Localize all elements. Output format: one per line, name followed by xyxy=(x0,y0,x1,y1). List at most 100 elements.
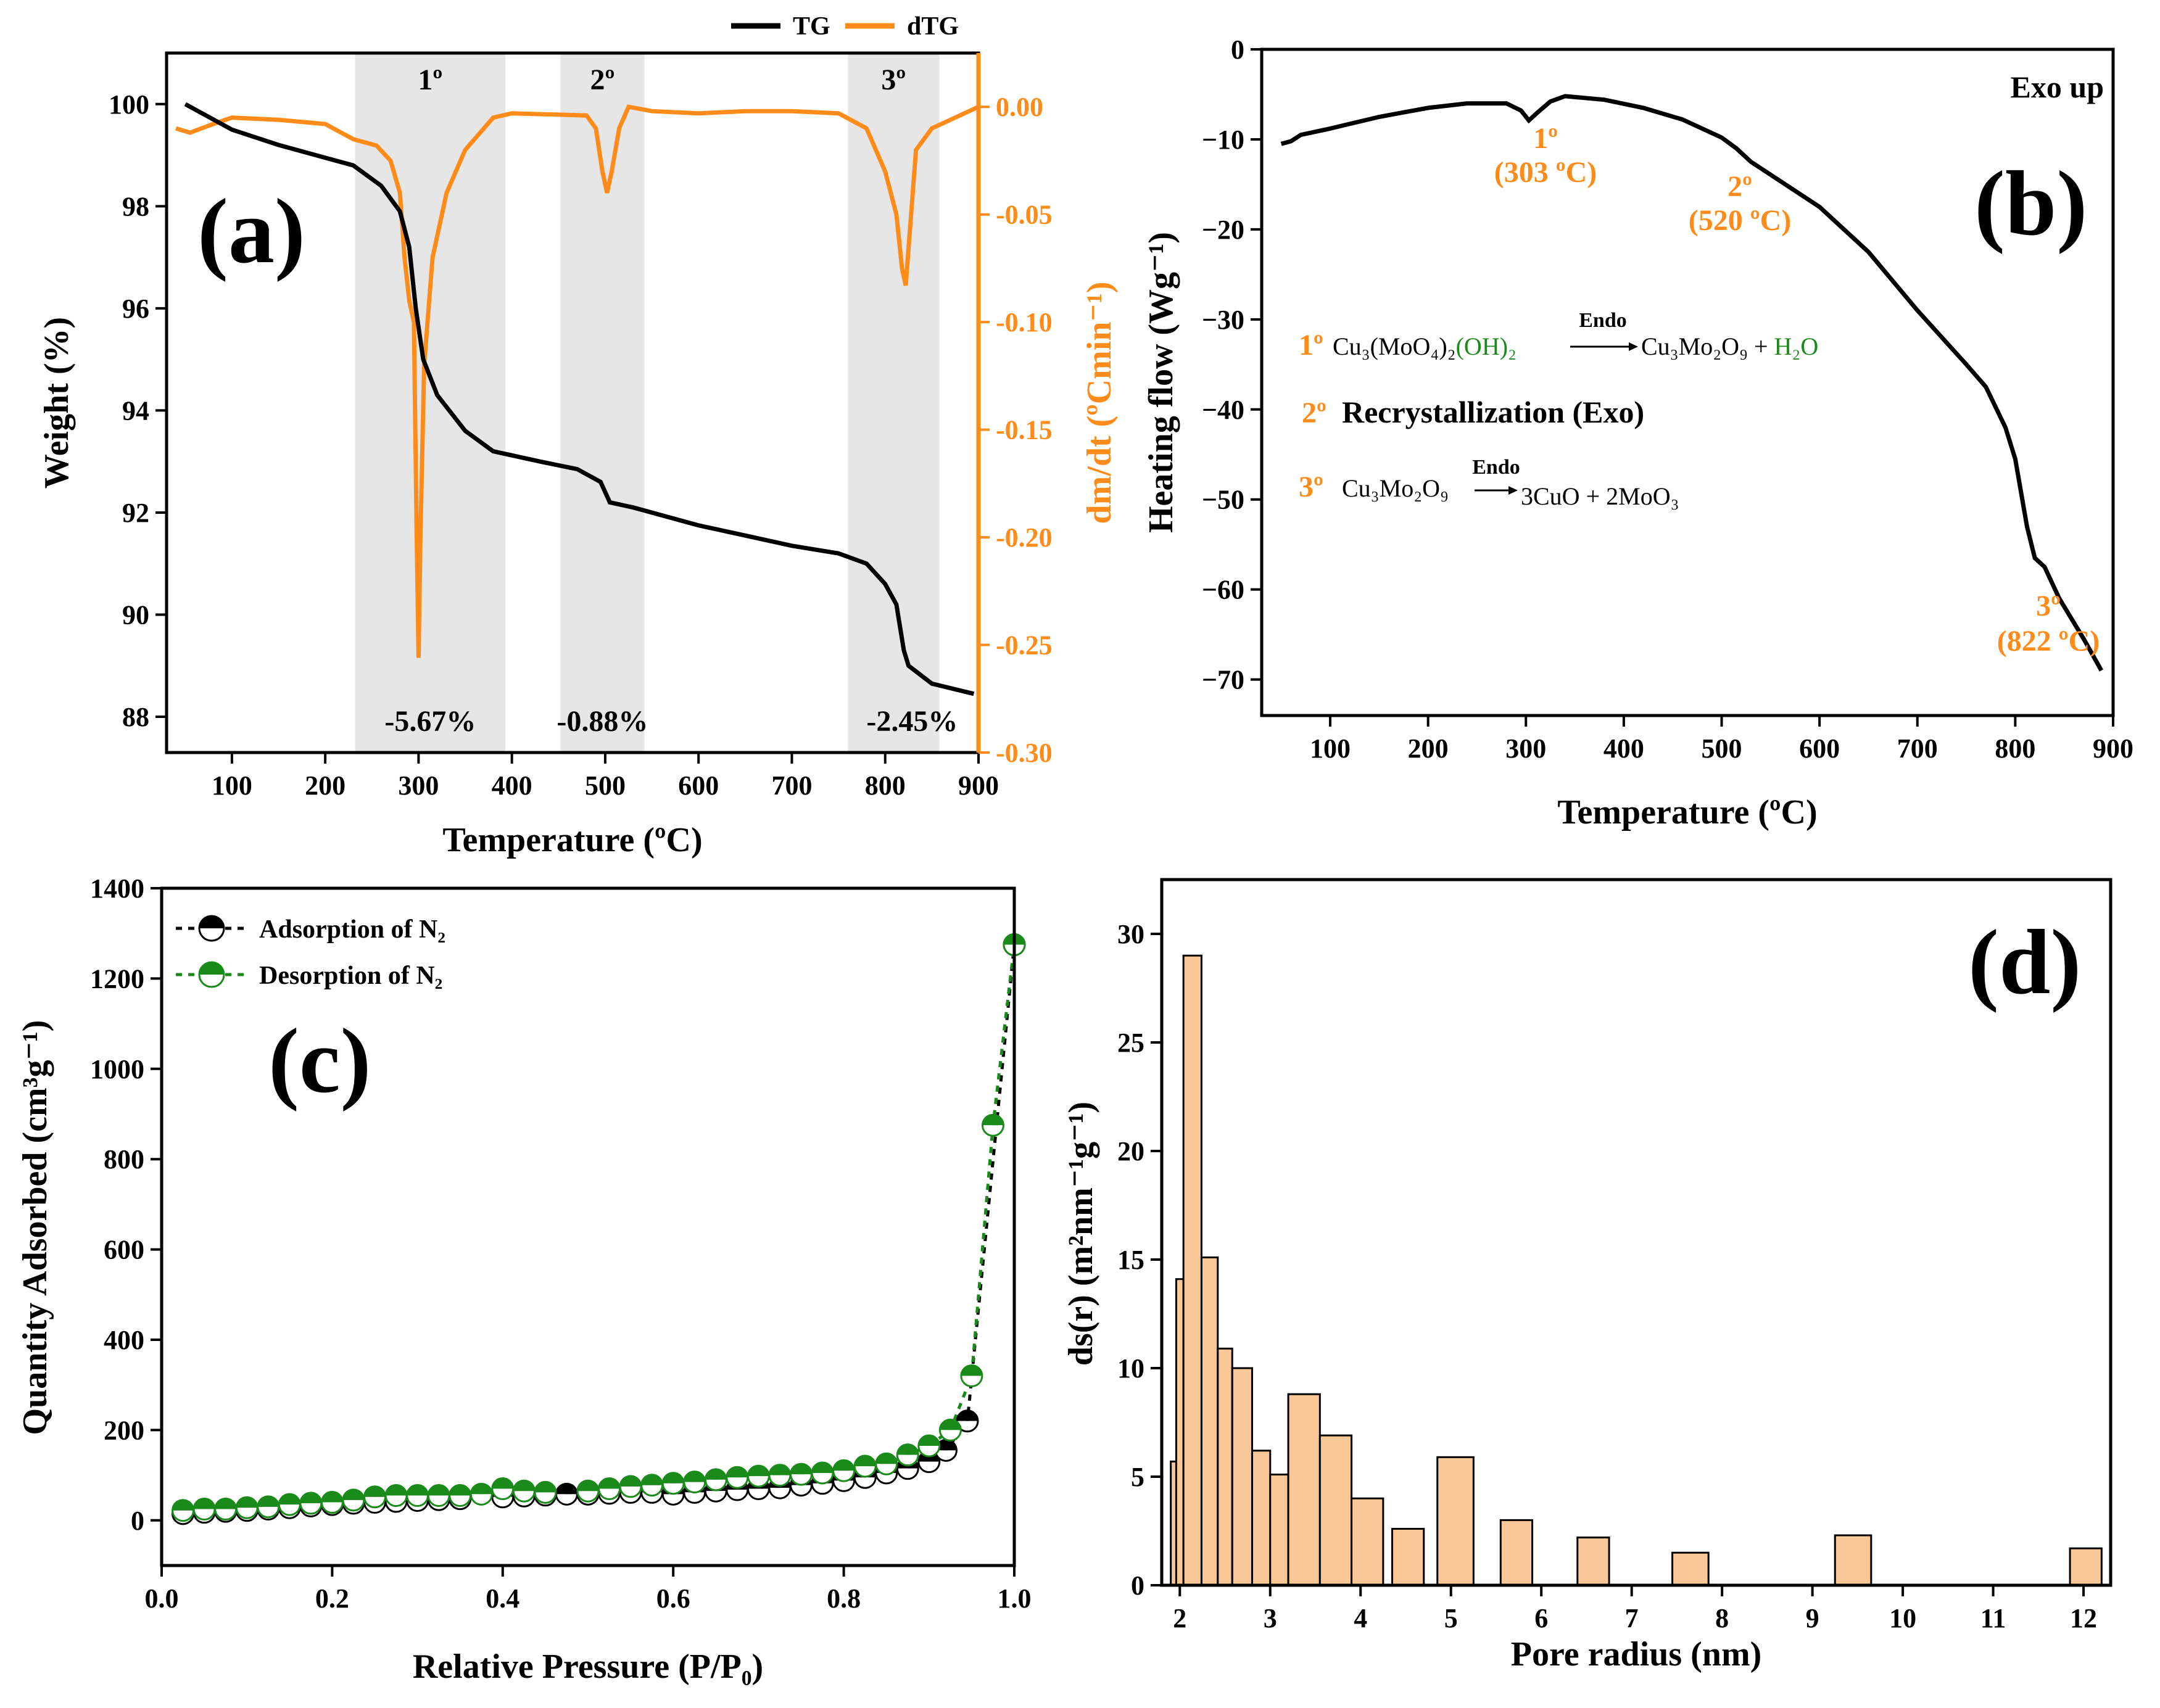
y-axis-title-d: ds(r) (m²nm⁻¹g⁻¹) xyxy=(1062,1102,1100,1366)
reaction-3-reactant: Cu₃Mo₂O₉ xyxy=(1342,474,1449,502)
histogram-bar xyxy=(1182,954,1202,1586)
desorption-point xyxy=(320,1491,344,1514)
x-tick-label: 500 xyxy=(1702,733,1742,764)
desorption-point xyxy=(427,1484,450,1508)
tg-curve xyxy=(184,102,975,696)
desorption-point xyxy=(235,1496,259,1519)
y-axis-title-a: Weight (%) xyxy=(38,317,76,489)
desorption-point xyxy=(640,1474,664,1497)
reaction-1-number: 1º xyxy=(1299,329,1323,361)
y-tick-label: −60 xyxy=(1202,575,1244,605)
y-right-tick-label: -0.20 xyxy=(996,522,1053,553)
y-tick-label: 90 xyxy=(122,600,149,630)
desorption-point xyxy=(449,1484,472,1508)
desorption-point xyxy=(598,1477,621,1501)
reaction-2: 2º Recrystallization (Exo) xyxy=(1302,395,1644,429)
panel-b: 100 200 300 400 500 600 700 800 900 0 −10 −20 −30 −40… xyxy=(1142,35,2133,831)
mass-loss-3: -2.45% xyxy=(866,705,958,738)
y-tick-label: −70 xyxy=(1202,665,1244,695)
x-tick-label: 200 xyxy=(1408,733,1449,764)
y-right-tick-label: -0.10 xyxy=(996,307,1053,337)
desorption-point xyxy=(406,1484,429,1508)
desorption-point xyxy=(384,1484,408,1508)
y-tick-label: 1400 xyxy=(90,873,144,904)
exo-up-label: Exo up xyxy=(2011,70,2104,104)
reaction-1-product: Cu₃Mo₂O₉ + H₂O xyxy=(1641,332,1818,360)
histogram-bar xyxy=(1269,1473,1289,1586)
peak-temperature-1: (303 ºC) xyxy=(1494,156,1597,189)
y-tick-label: 200 xyxy=(104,1415,144,1445)
shaded-region-3 xyxy=(848,53,940,753)
x-tick-label: 0.0 xyxy=(145,1583,179,1614)
x-tick-label: 3 xyxy=(1264,1603,1277,1633)
desorption-point xyxy=(257,1495,280,1519)
histogram-bar xyxy=(1231,1367,1253,1586)
histogram-bar xyxy=(1318,1434,1353,1586)
desorption-point xyxy=(299,1491,323,1515)
desorption-point xyxy=(875,1452,898,1475)
desorption-point xyxy=(214,1498,238,1520)
reaction-2-number: 2º xyxy=(1302,397,1326,429)
y-tick-label: −30 xyxy=(1202,305,1244,335)
peak-temperature-3: (822 ºC) xyxy=(1997,625,2100,658)
plot-frame-c xyxy=(160,886,1016,1567)
y-tick-label: 800 xyxy=(104,1144,144,1174)
y-right-tick-label: -0.30 xyxy=(996,738,1053,768)
legend-marker-adsorption xyxy=(198,915,225,942)
plot-frame-d xyxy=(1160,878,2112,1587)
x-tick-label: 9 xyxy=(1806,1603,1819,1633)
x-tick-label: 12 xyxy=(2070,1603,2097,1633)
histogram-bar xyxy=(1217,1347,1233,1586)
panel-label-c: (c) xyxy=(268,1010,371,1112)
y-tick-label: 1200 xyxy=(90,963,144,994)
x-tick-label: 0.2 xyxy=(315,1583,349,1614)
histogram-bar xyxy=(1287,1393,1321,1586)
y-right-tick-label: -0.25 xyxy=(996,630,1053,661)
desorption-point xyxy=(704,1468,727,1491)
desorption-point xyxy=(726,1466,749,1489)
heat-flow-curve xyxy=(1280,94,2104,672)
histogram-bar xyxy=(1351,1497,1384,1586)
x-tick-label: 2 xyxy=(1173,1603,1186,1633)
histogram-bar xyxy=(1834,1534,1872,1586)
x-tick-label: 6 xyxy=(1534,1603,1548,1633)
desorption-point xyxy=(853,1454,877,1478)
x-axis-title-c: Relative Pressure (P/P₀) xyxy=(413,1648,763,1686)
y-tick-label: 600 xyxy=(104,1235,144,1265)
x-tick-label: 800 xyxy=(1995,733,2035,764)
legend-label-adsorption: Adsorption of N₂ xyxy=(259,915,445,944)
panel-label-b: (b) xyxy=(1974,152,2087,255)
y-tick-label: 92 xyxy=(122,498,149,528)
peak-number-3: 3º xyxy=(2036,590,2061,622)
reaction-3-number: 3º xyxy=(1299,471,1323,503)
y-right-axis-title-a: dm/dt (ºCmin⁻¹) xyxy=(1080,281,1119,524)
x-tick-label: 0.8 xyxy=(827,1583,861,1614)
x-tick-label: 400 xyxy=(492,770,532,801)
reaction-3: 3º Cu₃Mo₂O₉ Endo 3CuO + 2MoO₃ xyxy=(1299,456,1679,510)
region-label-1: 1º xyxy=(418,64,442,96)
desorption-point xyxy=(491,1477,515,1501)
y-tick-label: 10 xyxy=(1117,1353,1144,1384)
y-tick-label: 25 xyxy=(1117,1028,1144,1058)
desorption-point xyxy=(981,1113,1004,1137)
desorption-point xyxy=(896,1443,919,1467)
y-right-tick-label: 0.00 xyxy=(996,92,1043,122)
x-tick-label: 0.6 xyxy=(656,1583,690,1614)
legend-label-dtg: dTG xyxy=(907,12,959,41)
desorption-point xyxy=(811,1461,834,1485)
panel-c: 0.0 0.2 0.4 0.6 0.8 1.0 0 200 400 600 800 1000 1200 1… xyxy=(16,873,1032,1686)
reaction-3-arrowhead xyxy=(1508,486,1518,495)
y-tick-label: 96 xyxy=(122,294,149,324)
desorption-point xyxy=(576,1479,600,1503)
y-tick-label: −20 xyxy=(1202,215,1244,245)
mass-loss-1: -5.67% xyxy=(384,705,476,738)
y-tick-label: 30 xyxy=(1117,919,1144,949)
x-tick-label: 800 xyxy=(865,770,906,801)
desorption-point xyxy=(661,1472,685,1495)
x-tick-label: 1.0 xyxy=(998,1583,1032,1614)
x-tick-label: 600 xyxy=(1799,733,1840,764)
x-tick-label: 4 xyxy=(1354,1603,1367,1633)
desorption-point xyxy=(619,1475,642,1498)
histogram-bar xyxy=(2069,1547,2103,1586)
x-tick-label: 900 xyxy=(2093,733,2133,764)
